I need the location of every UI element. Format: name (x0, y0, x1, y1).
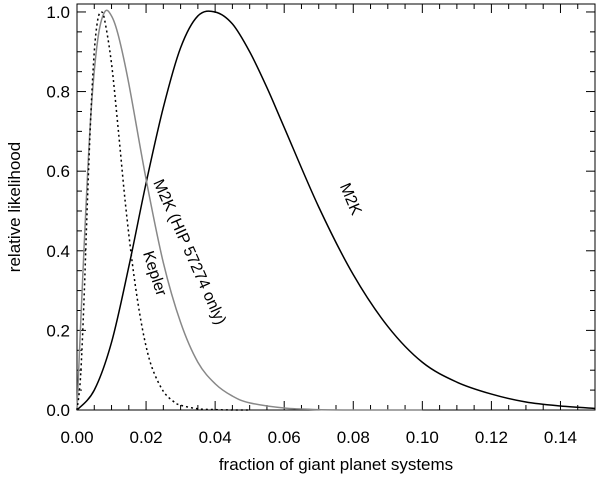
y-tick-label: 0.2 (46, 321, 70, 340)
ticks-layer: 0.00 0.02 0.04 0.06 0.08 0.10 0.12 0.14 0.0 0.2 0.… (46, 3, 595, 447)
x-tick-label: 0.10 (406, 428, 439, 447)
y-tick-label: 1.0 (46, 3, 70, 22)
x-tick-label: 0.06 (268, 428, 301, 447)
x-axis-title: fraction of giant planet systems (219, 455, 453, 474)
plot-frame (76, 3, 596, 411)
x-tick-label: 0.00 (60, 428, 93, 447)
y-tick-label: 0.0 (46, 401, 70, 420)
series-line-m2k (76, 10, 596, 411)
series-line-m2k-hip57274 (76, 9, 423, 411)
x-tick-label: 0.12 (475, 428, 508, 447)
x-tick-label: 0.04 (199, 428, 232, 447)
x-tick-label: 0.08 (337, 428, 370, 447)
y-tick-label: 0.6 (46, 162, 70, 181)
y-tick-label: 0.8 (46, 83, 70, 102)
series-line-kepler (76, 11, 250, 411)
series-layer (76, 9, 596, 411)
y-axis-title: relative likelihood (5, 142, 24, 272)
y-tick-label: 0.4 (46, 242, 70, 261)
x-tick-label: 0.02 (130, 428, 163, 447)
x-tick-label: 0.14 (544, 428, 577, 447)
curve-label-m2k: M2K (336, 181, 365, 218)
curve-label-kepler: Kepler (139, 249, 170, 299)
